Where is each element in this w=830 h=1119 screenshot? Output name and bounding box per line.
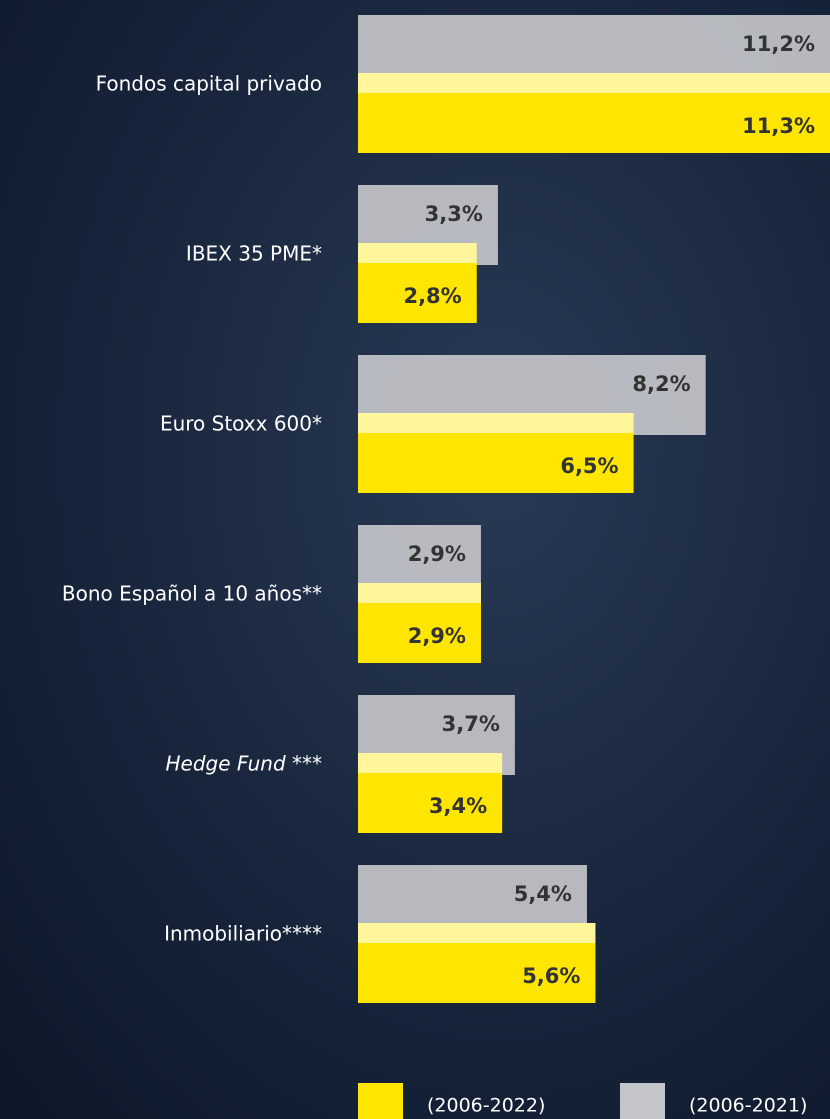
category-label: Bono Español a 10 años** [62,582,322,606]
bar [358,753,503,833]
bar [358,243,477,323]
value-label: 8,2% [632,372,690,396]
value-label: 11,3% [742,114,815,138]
bar [358,73,830,153]
value-label: 6,5% [560,454,618,478]
legend-label: (2006-2021) [689,1095,807,1117]
category-label: Fondos capital privado [96,72,322,96]
legend-swatch [620,1083,665,1119]
category-label: Euro Stoxx 600* [160,412,322,436]
legend-swatch [358,1083,403,1119]
legend-label: (2006-2022) [427,1095,545,1117]
value-label: 3,4% [429,794,487,818]
value-label: 3,3% [425,202,483,226]
value-label: 5,4% [514,882,572,906]
value-label: 11,2% [742,32,815,56]
value-label: 5,6% [522,964,580,988]
value-label: 3,7% [442,712,500,736]
bar [358,583,481,663]
category-label: IBEX 35 PME* [186,242,322,266]
bar [358,413,634,493]
value-label: 2,8% [403,284,461,308]
bar [358,923,596,1003]
category-label: Inmobiliario**** [164,922,322,946]
category-label: Hedge Fund *** [166,752,323,776]
value-label: 2,9% [408,624,466,648]
value-label: 2,9% [408,542,466,566]
